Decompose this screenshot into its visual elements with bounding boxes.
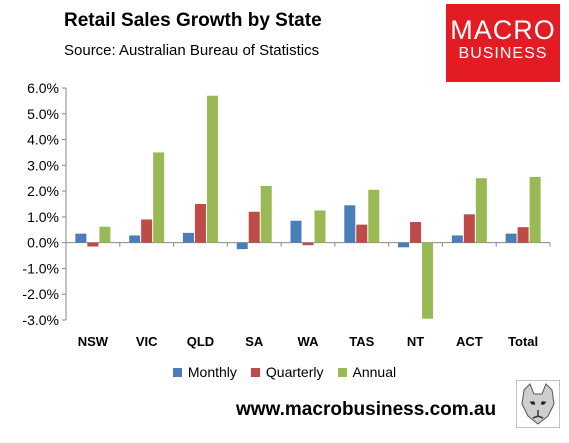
bar-quarterly-nt bbox=[410, 222, 422, 243]
x-category-label: QLD bbox=[187, 334, 214, 349]
legend-swatch-annual bbox=[337, 367, 347, 377]
bar-annual-qld bbox=[206, 95, 218, 243]
legend-swatch-monthly bbox=[172, 367, 182, 377]
legend: Monthly Quarterly Annual bbox=[0, 364, 569, 380]
x-category-label: Total bbox=[508, 334, 538, 349]
y-tick-label: 0.0% bbox=[27, 235, 59, 251]
bar-annual-total bbox=[529, 176, 541, 243]
bar-annual-sa bbox=[260, 185, 272, 243]
x-category-label: NT bbox=[407, 334, 424, 349]
legend-item-monthly: Monthly bbox=[172, 364, 237, 380]
bar-quarterly-act bbox=[463, 214, 475, 243]
bar-annual-vic bbox=[153, 152, 165, 243]
logo-line-1: MACRO bbox=[450, 15, 556, 45]
bar-quarterly-nsw bbox=[87, 242, 99, 247]
x-category-label: VIC bbox=[136, 334, 158, 349]
bar-quarterly-vic bbox=[141, 219, 153, 243]
legend-item-quarterly: Quarterly bbox=[250, 364, 324, 380]
x-category-label: WA bbox=[298, 334, 320, 349]
wolf-logo-icon bbox=[516, 380, 560, 428]
legend-swatch-quarterly bbox=[250, 367, 260, 377]
x-category-label: NSW bbox=[78, 334, 109, 349]
y-tick-label: 2.0% bbox=[27, 183, 59, 199]
bar-monthly-nt bbox=[398, 242, 410, 248]
bar-quarterly-tas bbox=[356, 224, 368, 243]
chart-subtitle: Source: Australian Bureau of Statistics bbox=[64, 42, 320, 59]
legend-label-annual: Annual bbox=[352, 364, 397, 380]
bar-quarterly-total bbox=[517, 227, 529, 243]
bar-annual-act bbox=[475, 178, 487, 243]
y-tick-label: 4.0% bbox=[27, 132, 59, 148]
logo-line-2: BUSINESS bbox=[458, 45, 548, 62]
bar-monthly-wa bbox=[290, 220, 302, 243]
macrobusiness-logo: MACRO BUSINESS bbox=[446, 4, 560, 82]
y-tick-label: 3.0% bbox=[27, 157, 59, 173]
bar-chart: 6.0% 5.0% 4.0% 3.0% 2.0% 1.0% 0.0% -1.0% -2.0% -3… bbox=[22, 80, 551, 349]
bar-monthly-nsw bbox=[75, 233, 87, 243]
bar-monthly-tas bbox=[344, 205, 356, 243]
x-category-label: SA bbox=[245, 334, 264, 349]
y-tick-label: 1.0% bbox=[27, 209, 59, 225]
legend-label-monthly: Monthly bbox=[187, 364, 237, 380]
bar-annual-nsw bbox=[99, 226, 111, 243]
bar-annual-nt bbox=[422, 242, 434, 319]
chart-title: Retail Sales Growth by State bbox=[64, 10, 322, 31]
bar-monthly-act bbox=[451, 235, 463, 243]
bar-monthly-qld bbox=[182, 232, 194, 243]
x-category-label: ACT bbox=[456, 334, 483, 349]
bar-quarterly-wa bbox=[302, 242, 314, 246]
y-tick-label: 5.0% bbox=[27, 106, 59, 122]
y-tick-label: -1.0% bbox=[22, 260, 59, 276]
bar-monthly-vic bbox=[129, 235, 141, 243]
bar-annual-wa bbox=[314, 210, 326, 243]
x-category-label: TAS bbox=[349, 334, 374, 349]
bar-monthly-total bbox=[505, 233, 517, 243]
footer-url: www.macrobusiness.com.au bbox=[236, 399, 497, 420]
y-tick-label: 6.0% bbox=[27, 80, 59, 96]
bar-quarterly-sa bbox=[248, 211, 260, 243]
y-tick-label: -2.0% bbox=[22, 286, 59, 302]
y-tick-label: -3.0% bbox=[22, 312, 59, 328]
bar-quarterly-qld bbox=[194, 204, 206, 243]
bar-monthly-sa bbox=[236, 242, 248, 250]
bar-annual-tas bbox=[368, 189, 380, 243]
legend-label-quarterly: Quarterly bbox=[265, 364, 324, 380]
legend-item-annual: Annual bbox=[337, 364, 397, 380]
